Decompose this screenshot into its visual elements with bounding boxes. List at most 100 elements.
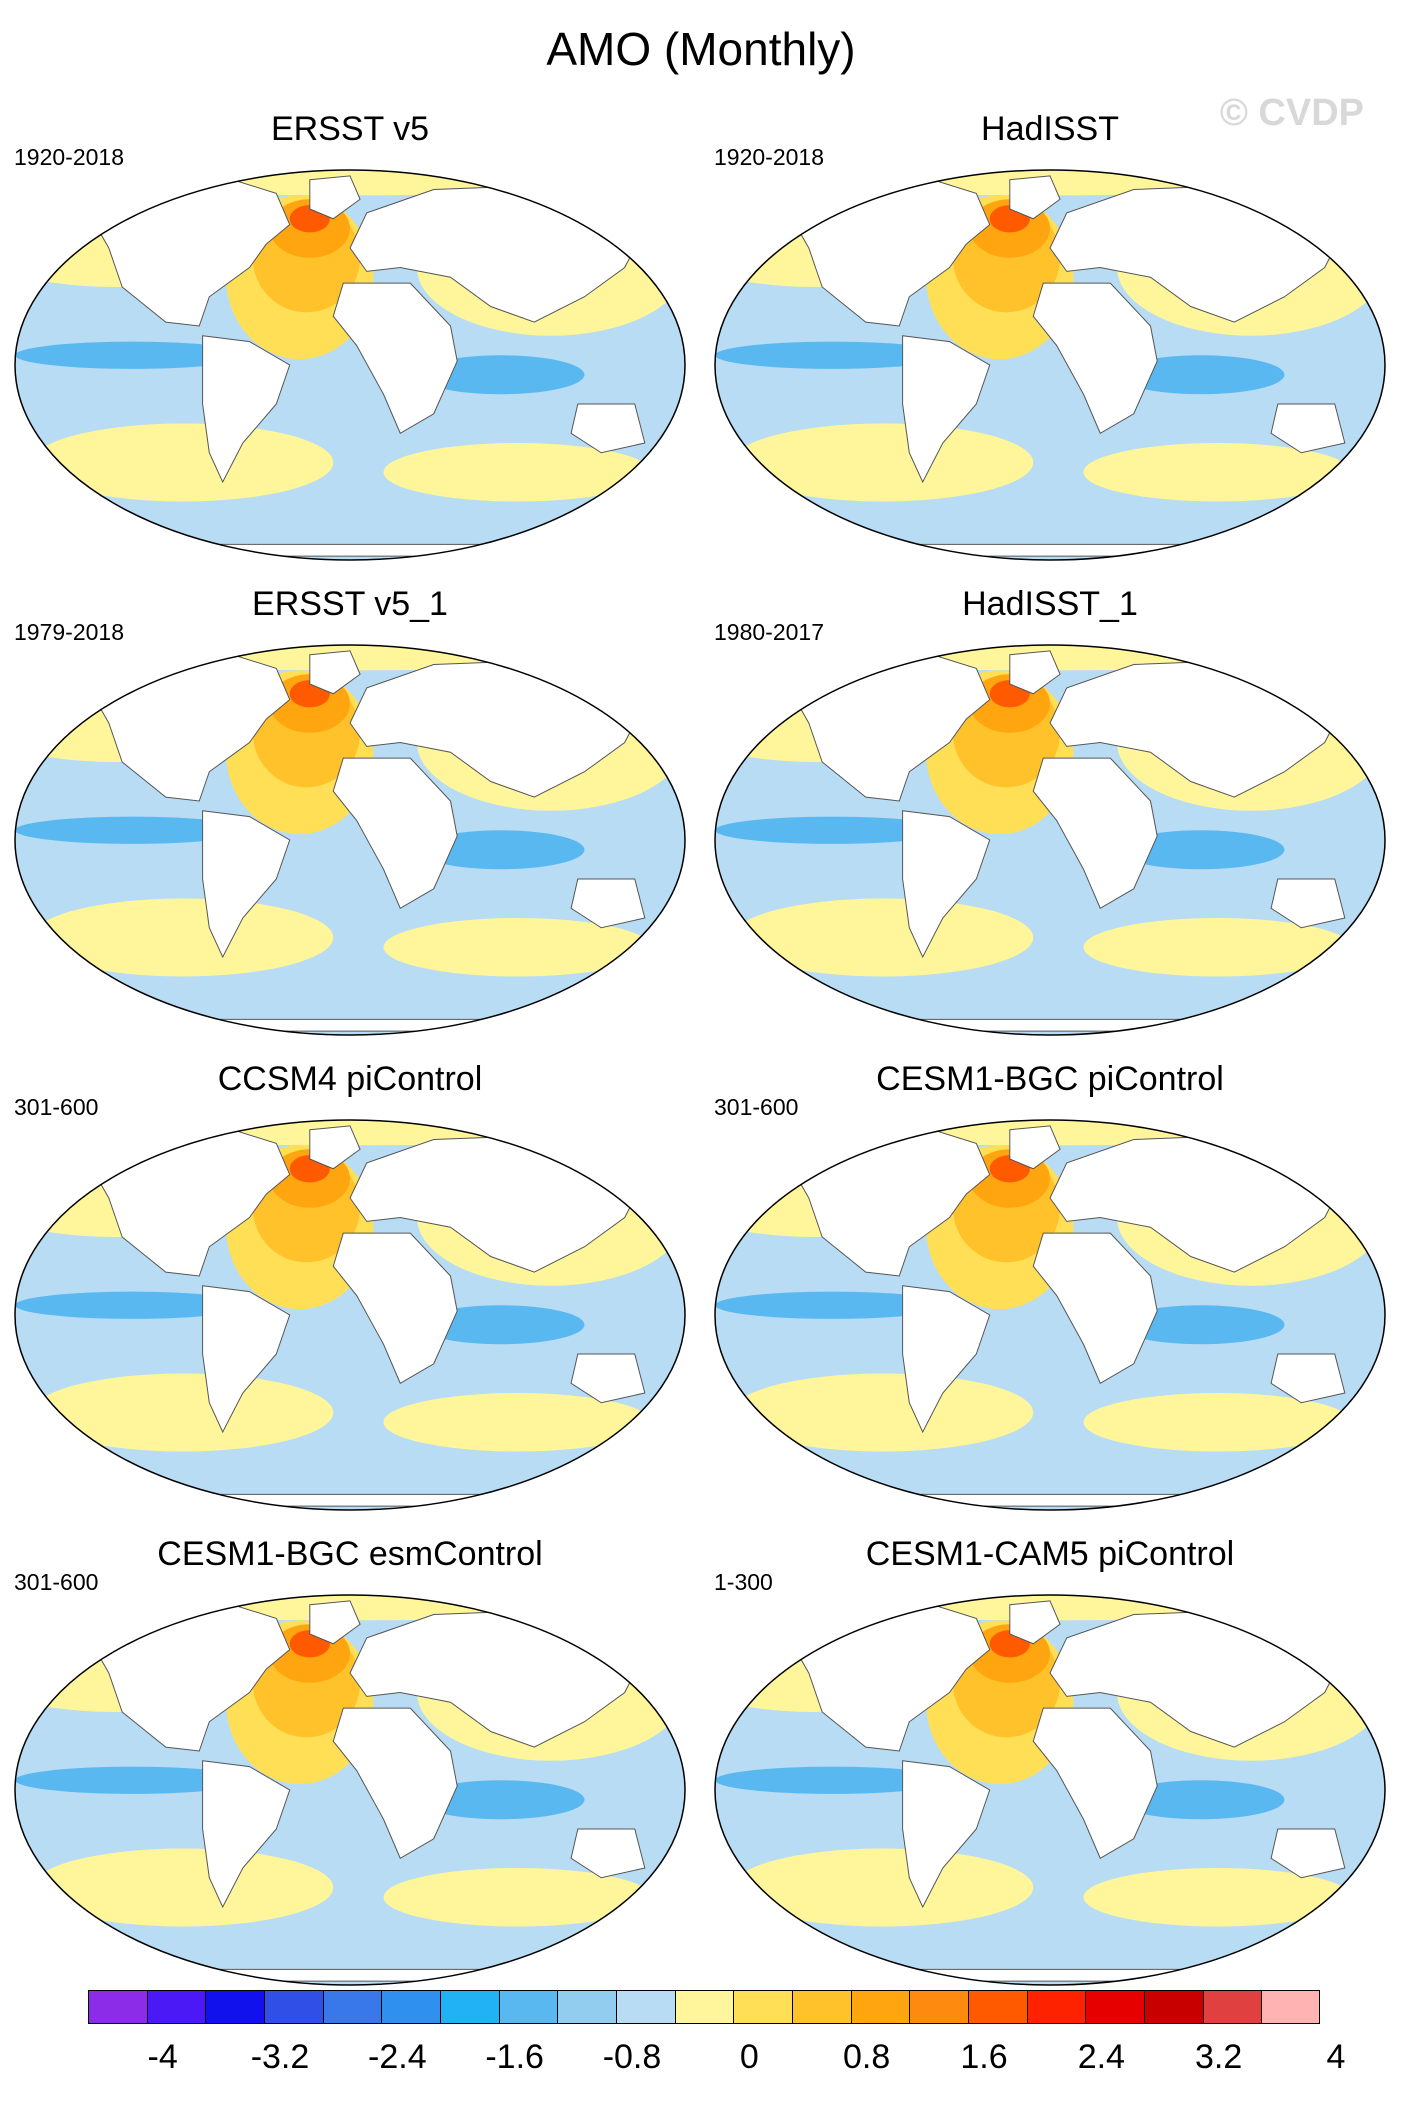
continent-africa (1032, 757, 1158, 909)
continent-africa (332, 1707, 458, 1859)
continent-antarctica (182, 1018, 518, 1032)
negative-anomaly-region (715, 816, 950, 844)
sst-map (714, 1119, 1386, 1511)
continent-eurasia (349, 1135, 646, 1273)
positive-anomaly-region (731, 1848, 1034, 1927)
positive-anomaly-region (731, 1373, 1034, 1452)
colorbar-box (322, 1990, 382, 2024)
colorbar-box (1085, 1990, 1144, 2024)
figure-title: AMO (Monthly) (546, 23, 856, 75)
continent-australia (1270, 1828, 1346, 1879)
negative-anomaly-region (715, 341, 950, 369)
panel-period: 1-300 (714, 1569, 773, 1595)
panel-period: 1920-2018 (714, 144, 824, 170)
colorbar: -4 -3.2 -2.4 -1.6 -0.8 0 0.8 1.6 2.4 3.2 4 (88, 1990, 1345, 2110)
continent-antarctica (882, 543, 1218, 557)
continent-australia (1270, 1353, 1346, 1404)
continent-samerica (902, 335, 991, 484)
positive-anomaly-region (1083, 1868, 1352, 1927)
colorbar-tick-label: 0.8 (843, 2038, 891, 2076)
positive-anomaly-region (383, 1868, 652, 1927)
continent-samerica (202, 810, 291, 959)
panel-period: 1920-2018 (14, 144, 124, 170)
negative-anomaly-region (1117, 355, 1285, 395)
map-panel: CCSM4 piControl 301-600 (0, 1060, 700, 1530)
positive-anomaly-region (383, 443, 652, 502)
sst-field (15, 170, 685, 560)
map-outline (14, 644, 686, 1036)
panel-period: 1980-2017 (714, 619, 824, 645)
positive-anomaly-region (731, 898, 1034, 977)
continent-eurasia (349, 660, 646, 798)
continent-eurasia (1049, 1610, 1346, 1748)
colorbar-box (909, 1990, 968, 2024)
map-outline (714, 1594, 1386, 1986)
negative-anomaly-region (715, 1766, 950, 1794)
continent-samerica (902, 1760, 991, 1909)
sst-field (15, 1595, 685, 1985)
colorbar-box (264, 1990, 323, 2024)
map-outline (714, 1119, 1386, 1511)
map-outline (14, 1119, 686, 1511)
continent-australia (570, 1828, 646, 1879)
panel-title: HadISST_1 (962, 585, 1138, 623)
panel-period: 1979-2018 (14, 619, 124, 645)
continent-eurasia (1049, 185, 1346, 323)
continent-australia (570, 878, 646, 929)
sst-field (15, 1120, 685, 1510)
panel-title: ERSST v5_1 (252, 585, 448, 623)
continent-eurasia (1049, 1135, 1346, 1273)
continent-greenland (1009, 1600, 1061, 1645)
continent-antarctica (882, 1968, 1218, 1982)
colorbar-tick-label: 0 (739, 2038, 759, 2076)
map-outline (714, 169, 1386, 561)
colorbar-box (1144, 1990, 1203, 2024)
colorbar-box (792, 1990, 851, 2024)
negative-anomaly-region (417, 355, 585, 395)
continent-antarctica (182, 1968, 518, 1982)
colorbar-box (440, 1990, 499, 2024)
positive-anomaly-region (1083, 918, 1352, 977)
sst-map (14, 644, 686, 1036)
sst-field (15, 645, 685, 1035)
negative-anomaly-region (715, 1291, 950, 1319)
continent-antarctica (882, 1493, 1218, 1507)
sst-map (714, 644, 1386, 1036)
continent-greenland (1009, 175, 1061, 220)
watermark: © CVDP (1219, 92, 1364, 134)
continent-africa (1032, 1232, 1158, 1384)
map-panel: ERSST v5 1920-2018 (0, 110, 700, 580)
continent-samerica (202, 335, 291, 484)
continent-australia (1270, 403, 1346, 454)
colorbar-tick-label: 4 (1326, 2038, 1346, 2076)
positive-anomaly-region (31, 423, 334, 502)
colorbar-box (88, 1990, 147, 2024)
positive-anomaly-region (31, 1848, 334, 1927)
panel-title: HadISST (981, 110, 1119, 148)
negative-anomaly-region (15, 341, 250, 369)
negative-anomaly-region (417, 830, 585, 870)
colorbar-box (968, 1990, 1027, 2024)
panel-period: 301-600 (714, 1094, 799, 1120)
continent-antarctica (182, 1493, 518, 1507)
sst-map (714, 169, 1386, 561)
colorbar-tick-label: -2.4 (368, 2038, 427, 2076)
negative-anomaly-region (15, 1291, 250, 1319)
panel-title: ERSST v5 (270, 110, 430, 148)
colorbar-box (557, 1990, 616, 2024)
continent-samerica (202, 1760, 291, 1909)
continent-greenland (1009, 650, 1061, 695)
continent-africa (332, 757, 458, 909)
continent-greenland (309, 1125, 361, 1170)
continent-australia (1270, 878, 1346, 929)
continent-greenland (309, 1600, 361, 1645)
continent-antarctica (882, 1018, 1218, 1032)
colorbar-box (674, 1990, 734, 2024)
colorbar-box (1261, 1990, 1320, 2024)
colorbar-tick-label: -3.2 (250, 2038, 310, 2076)
map-outline (14, 169, 686, 561)
continent-antarctica (182, 543, 518, 557)
continent-africa (332, 282, 458, 434)
map-outline (714, 644, 1386, 1036)
continent-africa (1032, 1707, 1158, 1859)
